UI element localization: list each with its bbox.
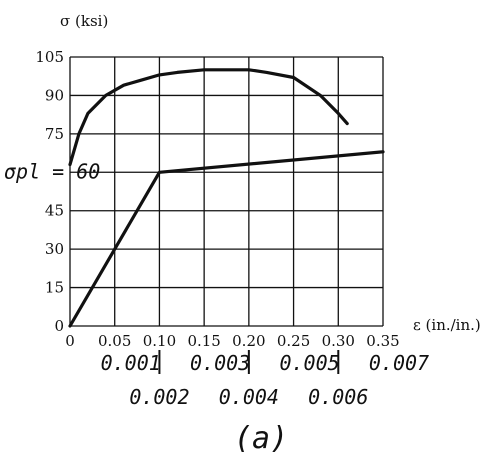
y-tick-label: 30 xyxy=(45,240,64,258)
y-tick-label: 15 xyxy=(45,279,64,297)
x-tick-label: 0 xyxy=(65,332,75,350)
y-tick-label: 0 xyxy=(54,317,64,335)
y-tick-label: 105 xyxy=(35,48,64,66)
x-tick-label: 0.35 xyxy=(366,332,399,350)
grid xyxy=(69,56,384,327)
series-line-2 xyxy=(68,150,385,328)
x-tick-label: 0.15 xyxy=(187,332,220,350)
secondary-x-tick-label: 0.004 xyxy=(219,385,279,409)
y-tick-label: 75 xyxy=(45,125,64,143)
secondary-x-tick-label: 0.003 xyxy=(190,351,250,375)
figure-caption: (a) xyxy=(234,421,288,456)
series-line-1 xyxy=(68,68,349,167)
x-tick-label: 0.25 xyxy=(277,332,310,350)
secondary-x-tick-label: 0.001 xyxy=(101,351,161,375)
x-tick-label: 0.30 xyxy=(322,332,355,350)
curves xyxy=(68,68,385,328)
x-tick-label: 0.05 xyxy=(98,332,131,350)
x-tick-label: 0.10 xyxy=(143,332,176,350)
y-tick-label: 45 xyxy=(45,202,64,220)
y-tick-labels: 0 15 30 45 75 90 105 xyxy=(35,48,64,335)
x-axis-label: ε (in./in.) xyxy=(413,316,481,334)
x-tick-label: 0.20 xyxy=(232,332,265,350)
secondary-x-tick-label: 0.006 xyxy=(308,385,368,409)
secondary-x-tick-label: 0.005 xyxy=(279,351,339,375)
x-tick-labels: 0 0.05 0.10 0.15 0.20 0.25 0.30 0.35 xyxy=(65,332,399,350)
secondary-x-tick-label: 0.007 xyxy=(369,351,429,375)
y-axis-label: σ (ksi) xyxy=(60,12,108,30)
secondary-x-tick-label: 0.002 xyxy=(129,385,189,409)
proportional-limit-label: σpl = 60 xyxy=(4,159,100,183)
y-tick-label: 90 xyxy=(45,86,64,104)
